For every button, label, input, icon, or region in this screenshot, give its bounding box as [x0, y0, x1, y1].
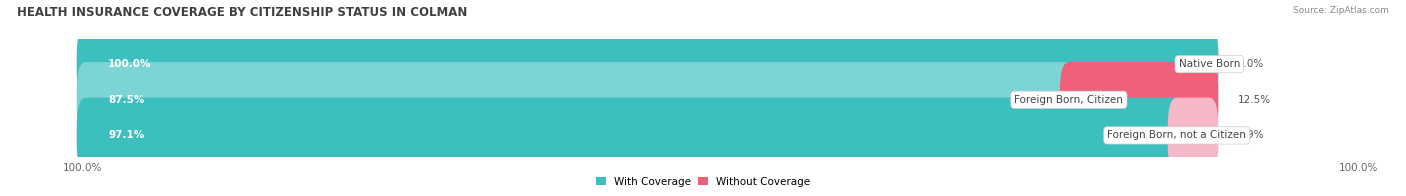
Text: Native Born: Native Born [1178, 59, 1240, 69]
Text: 100.0%: 100.0% [108, 59, 152, 69]
FancyBboxPatch shape [1060, 62, 1219, 138]
Text: Foreign Born, Citizen: Foreign Born, Citizen [1015, 95, 1123, 105]
Text: Source: ZipAtlas.com: Source: ZipAtlas.com [1294, 6, 1389, 15]
FancyBboxPatch shape [77, 98, 1219, 173]
FancyBboxPatch shape [1032, 26, 1219, 102]
Legend: With Coverage, Without Coverage: With Coverage, Without Coverage [592, 172, 814, 191]
Text: 87.5%: 87.5% [108, 95, 145, 105]
FancyBboxPatch shape [77, 26, 1219, 102]
Text: 0.0%: 0.0% [1237, 59, 1264, 69]
FancyBboxPatch shape [1168, 98, 1219, 173]
FancyBboxPatch shape [77, 62, 1078, 138]
Text: Foreign Born, not a Citizen: Foreign Born, not a Citizen [1108, 130, 1246, 140]
Text: 100.0%: 100.0% [1339, 163, 1378, 173]
FancyBboxPatch shape [77, 62, 1219, 138]
Text: 2.9%: 2.9% [1237, 130, 1264, 140]
Text: 97.1%: 97.1% [108, 130, 145, 140]
Text: 100.0%: 100.0% [63, 163, 103, 173]
Text: HEALTH INSURANCE COVERAGE BY CITIZENSHIP STATUS IN COLMAN: HEALTH INSURANCE COVERAGE BY CITIZENSHIP… [17, 6, 467, 19]
FancyBboxPatch shape [77, 26, 1219, 102]
FancyBboxPatch shape [77, 98, 1185, 173]
Text: 12.5%: 12.5% [1237, 95, 1271, 105]
